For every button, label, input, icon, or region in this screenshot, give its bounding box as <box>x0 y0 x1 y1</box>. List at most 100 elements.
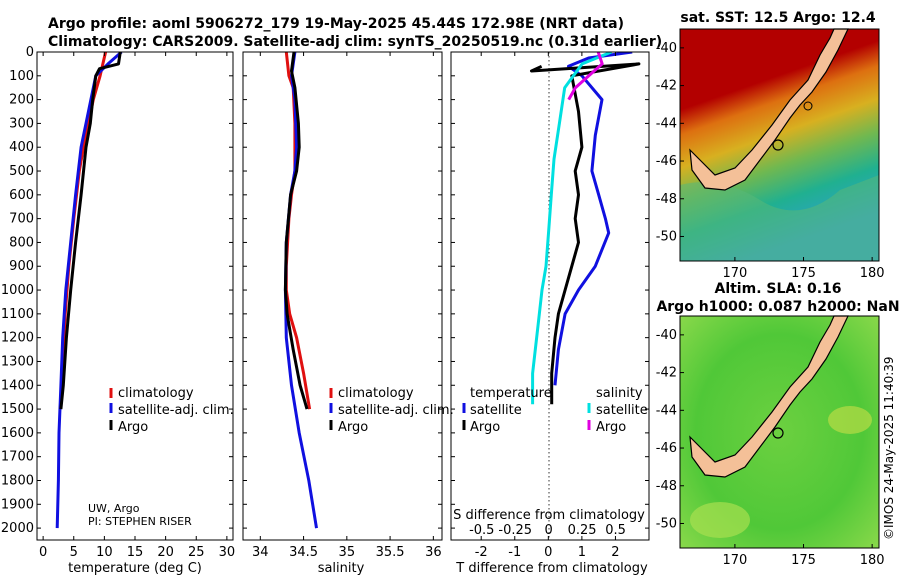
depth-tick-label: 1600 <box>1 426 34 441</box>
x-tick-label: 25 <box>188 545 205 560</box>
series-s-argo <box>567 52 604 101</box>
lat-tick-label: -44 <box>656 403 677 418</box>
depth-tick-label: 1800 <box>1 473 34 488</box>
salinity-legend: climatology satellite-adj. clim. Argo <box>329 386 454 435</box>
depth-tick-label: 1400 <box>1 378 34 393</box>
legend-s-argo-label: Argo <box>596 420 626 435</box>
x-tick-label: 34.5 <box>289 545 318 560</box>
argo-location-marker <box>772 139 784 151</box>
series-satellite-adj-clim <box>283 52 318 529</box>
legend-t-satellite-label: satellite <box>470 403 522 418</box>
lat-tick-label: -48 <box>656 479 677 494</box>
lat-tick-label: -46 <box>656 154 677 169</box>
lon-tick-label: 175 <box>791 266 816 281</box>
t-difference-xlabel: T difference from climatology <box>455 561 648 576</box>
x-tick-label: 0 <box>39 545 47 560</box>
legend-salinity-heading: salinity <box>596 386 643 401</box>
copyright-timestamp: ©IMOS 24-May-2025 11:40:39 <box>882 356 896 540</box>
legend-satellite-label: satellite-adj. clim. <box>118 403 234 418</box>
depth-tick-label: 1300 <box>1 354 34 369</box>
series-s-satellite <box>531 52 613 405</box>
sla-map-frame <box>679 315 880 549</box>
depth-tick-label: 0 <box>26 45 34 60</box>
sla-map-subtitle: Argo h1000: 0.087 h2000: NaN <box>656 299 899 315</box>
lat-tick-label: -40 <box>656 41 677 56</box>
lat-tick-label: -40 <box>656 328 677 343</box>
lon-tick-label: 170 <box>722 553 747 568</box>
series-t-satellite <box>553 52 633 386</box>
depth-tick-label: 300 <box>9 116 34 131</box>
depth-tick-label: 1200 <box>1 331 34 346</box>
sst-map-frame <box>679 28 880 262</box>
lon-tick-label: 180 <box>860 553 885 568</box>
temperature-panel: 0100200300400500600700800900100011001200… <box>1 45 235 576</box>
owner-annotation: UW, Argo <box>88 502 140 515</box>
x-tick-label: 5 <box>70 545 78 560</box>
depth-tick-label: 1100 <box>1 307 34 322</box>
lon-tick-label: 180 <box>860 266 885 281</box>
depth-tick-label: 1000 <box>1 283 34 298</box>
x-tick-label: 15 <box>127 545 144 560</box>
difference-panel: -2 -1 0 1 2 -0.5 -0.25 0 0.25 0.5 T difference fr… <box>450 51 650 576</box>
s-diff-tick-label: 0.5 <box>605 523 626 538</box>
legend-satellite-label: satellite-adj. clim. <box>338 403 454 418</box>
lat-tick-label: -44 <box>656 116 677 131</box>
legend-t-argo-label: Argo <box>470 420 500 435</box>
depth-tick-label: 400 <box>9 140 34 155</box>
sla-patch <box>828 406 872 434</box>
legend-climatology-label: climatology <box>118 386 194 401</box>
depth-tick-label: 1700 <box>1 450 34 465</box>
depth-tick-label: 800 <box>9 235 34 250</box>
x-tick-label: 30 <box>219 545 236 560</box>
legend-temperature-heading: temperature <box>470 386 552 401</box>
lat-tick-label: -46 <box>656 441 677 456</box>
lat-tick-label: -42 <box>656 79 677 94</box>
sst-cool-water <box>680 175 879 261</box>
depth-tick-label: 500 <box>9 164 34 179</box>
x-tick-label: -1 <box>508 545 521 560</box>
temperature-xlabel: temperature (deg C) <box>68 561 202 576</box>
depth-tick-label: 1900 <box>1 497 34 512</box>
series-t-argo <box>530 62 641 405</box>
x-tick-label: 35 <box>339 545 356 560</box>
salinity-panel: 34 34.5 35 35.5 36 salinity climatology sate… <box>242 51 454 576</box>
figure-subtitle: Climatology: CARS2009. Satellite-adj cli… <box>48 34 662 50</box>
new-zealand-land <box>689 315 849 478</box>
sla-map: Altim. SLA: 0.16 Argo h1000: 0.087 h2000… <box>656 281 900 568</box>
salinity-axes-frame <box>242 51 443 541</box>
sla-map-title: Altim. SLA: 0.16 <box>714 281 841 297</box>
salinity-xlabel: salinity <box>318 561 365 576</box>
salinity-diff-legend: salinity satellite Argo <box>587 386 648 435</box>
x-tick-label: 1 <box>578 545 586 560</box>
new-zealand-land <box>689 28 849 191</box>
series-argo <box>59 52 122 410</box>
legend-argo-label: Argo <box>118 420 148 435</box>
x-tick-label: 10 <box>96 545 113 560</box>
x-tick-label: 2 <box>611 545 619 560</box>
depth-tick-label: 200 <box>9 93 34 108</box>
lon-tick-label: 170 <box>722 266 747 281</box>
depth-tick-label: 100 <box>9 69 34 84</box>
depth-tick-label: 2000 <box>1 521 34 536</box>
depth-tick-label: 1500 <box>1 402 34 417</box>
depth-tick-label: 700 <box>9 212 34 227</box>
legend-s-satellite-label: satellite <box>596 403 648 418</box>
x-tick-label: -2 <box>475 545 488 560</box>
lon-tick-label: 175 <box>791 553 816 568</box>
lat-tick-label: -50 <box>656 516 677 531</box>
sla-patch <box>690 502 750 538</box>
series-climatology <box>58 52 108 410</box>
sst-map-title: sat. SST: 12.5 Argo: 12.4 <box>680 10 876 26</box>
temperature-legend: climatology satellite-adj. clim. Argo <box>109 386 234 435</box>
s-difference-xlabel: S difference from climatology <box>453 508 645 523</box>
x-tick-label: 0 <box>544 545 552 560</box>
s-diff-tick-label: 0.25 <box>568 523 597 538</box>
depth-tick-label: 900 <box>9 259 34 274</box>
sst-map: sat. SST: 12.5 Argo: 12.4 -40 -42 -44 -46 -4… <box>656 10 885 281</box>
s-diff-tick-label: -0.5 <box>469 523 494 538</box>
s-diff-tick-label: -0.25 <box>498 523 532 538</box>
lat-tick-label: -48 <box>656 192 677 207</box>
legend-argo-label: Argo <box>338 420 368 435</box>
pi-annotation: PI: STEPHEN RISER <box>88 515 192 528</box>
